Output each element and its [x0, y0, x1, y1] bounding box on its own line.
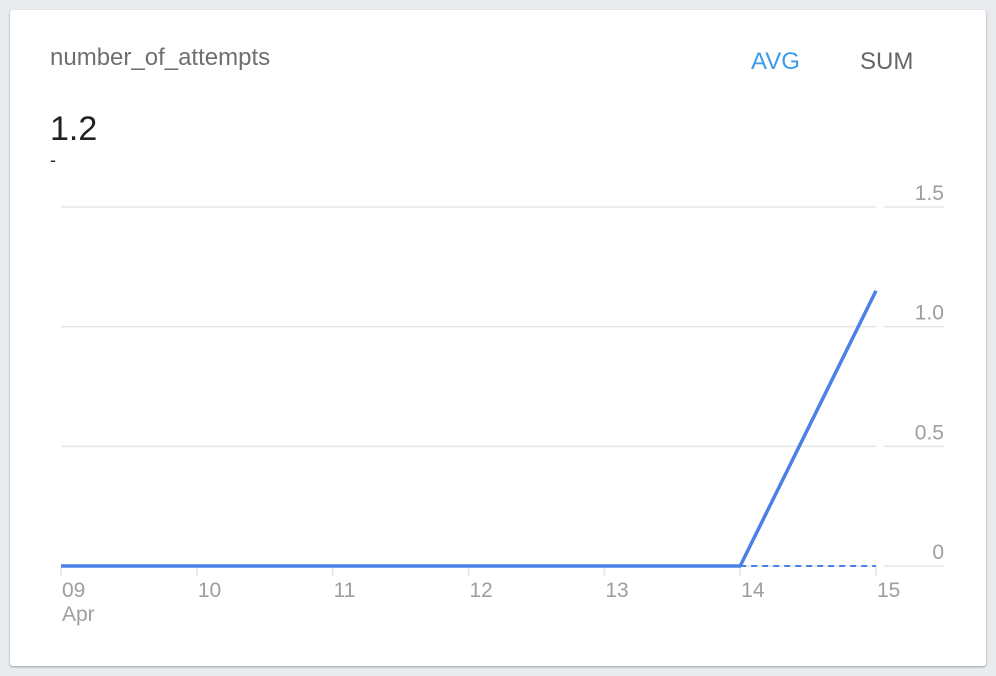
x-tick-label: 12	[470, 579, 493, 602]
x-tick-label: 09	[62, 579, 85, 602]
metric-card: number_of_attempts 1.2 - AVG SUM	[10, 10, 986, 666]
y-tick-label: 1.0	[915, 302, 944, 325]
metric-change: -	[50, 150, 56, 170]
y-tick-label: 0.5	[915, 421, 944, 444]
metric-value: 1.2	[50, 110, 98, 148]
y-tick-label: 1.5	[915, 182, 944, 205]
sum-button[interactable]: SUM	[860, 48, 914, 75]
metric-title: number_of_attempts	[50, 44, 271, 71]
series-line	[61, 289, 878, 568]
x-tick-label: 13	[605, 579, 628, 602]
x-tick-label: 11	[334, 579, 356, 602]
y-tick-label: 0	[932, 541, 944, 564]
x-tick-label: 10	[198, 579, 221, 602]
avg-button[interactable]: AVG	[751, 48, 800, 75]
x-tick-label: 14	[741, 579, 765, 602]
x-month-label: Apr	[62, 603, 95, 626]
x-tick-label: 15	[877, 579, 900, 602]
